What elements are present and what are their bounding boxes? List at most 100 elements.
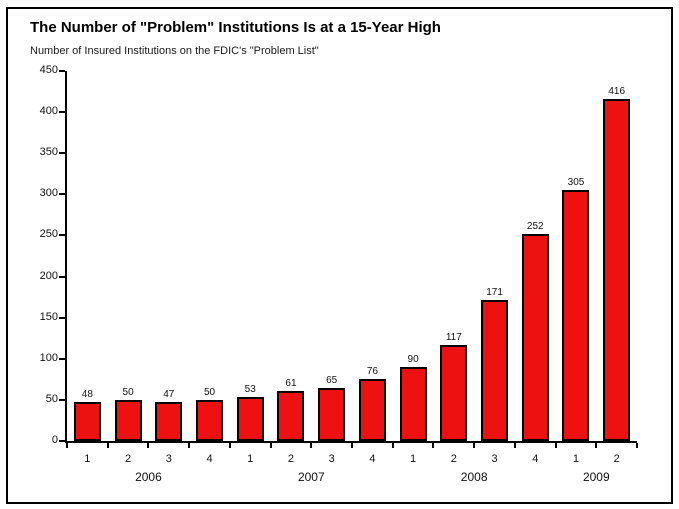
bar-slot: 61 xyxy=(271,71,312,441)
bar xyxy=(196,400,224,441)
x-tick xyxy=(595,443,598,448)
x-tick xyxy=(636,443,638,448)
y-tick-label: 150 xyxy=(39,310,58,323)
bar-slot: 76 xyxy=(352,71,393,441)
bar-slot: 305 xyxy=(556,71,597,441)
x-tick xyxy=(269,443,272,448)
x-tick-label-quarter: 4 xyxy=(369,453,376,465)
bar-slot: 117 xyxy=(433,71,474,441)
x-tick-label-quarter: 2 xyxy=(287,453,295,465)
bar xyxy=(521,234,549,441)
x-tick-label-quarter: 4 xyxy=(532,453,539,465)
x-tick xyxy=(473,443,476,448)
y-tick xyxy=(59,275,65,278)
y-tick-label: 250 xyxy=(39,228,58,241)
x-tick xyxy=(432,443,435,448)
bar-value-label: 53 xyxy=(244,384,256,395)
chart-title: The Number of "Problem" Institutions Is … xyxy=(30,19,441,36)
y-tick xyxy=(59,234,65,237)
x-tick-label-quarter: 4 xyxy=(206,453,213,465)
bar xyxy=(73,402,101,441)
bar-value-label: 305 xyxy=(567,177,585,188)
bar-value-label: 61 xyxy=(285,378,297,389)
x-axis-quarter-labels: 1 2 3 4 1 2 3 4 1 2 3 4 1 2 xyxy=(67,453,637,465)
bar xyxy=(236,397,264,441)
bar-slot: 65 xyxy=(311,71,352,441)
x-tick xyxy=(66,443,68,448)
x-tick-label-year: 2008 xyxy=(460,470,488,484)
bar-value-label: 50 xyxy=(122,387,134,398)
x-tick xyxy=(147,443,150,448)
bar-value-label: 47 xyxy=(163,389,175,400)
bar xyxy=(155,402,183,441)
bar-value-label: 416 xyxy=(608,86,626,97)
bar xyxy=(481,300,509,441)
bar-value-label: 50 xyxy=(203,387,216,398)
y-tick-label: 400 xyxy=(39,105,58,118)
bar-value-label: 252 xyxy=(526,221,544,232)
bar-value-label: 48 xyxy=(81,389,93,400)
y-tick-label: 300 xyxy=(39,187,58,200)
x-tick-label-quarter: 1 xyxy=(572,453,580,465)
bar xyxy=(318,388,346,441)
x-tick-label-quarter: 1 xyxy=(410,453,417,465)
bar xyxy=(603,99,631,441)
bar-value-label: 117 xyxy=(445,332,462,343)
x-tick xyxy=(351,443,353,448)
bar-value-label: 171 xyxy=(486,287,503,298)
x-tick-label-quarter: 1 xyxy=(84,453,91,465)
bar-slot: 47 xyxy=(148,71,189,441)
x-tick-label-quarter: 2 xyxy=(613,453,620,465)
y-tick xyxy=(59,398,65,401)
bar-slot: 416 xyxy=(596,71,637,441)
x-tick xyxy=(391,443,394,448)
x-tick-label-year: 2006 xyxy=(135,470,162,484)
bar-value-label: 90 xyxy=(407,354,419,365)
x-tick-label-quarter: 2 xyxy=(125,453,132,465)
x-tick-label-quarter: 3 xyxy=(165,453,172,465)
chart-subtitle: Number of Insured Institutions on the FD… xyxy=(30,45,319,57)
x-tick xyxy=(310,443,313,448)
bar-value-label: 76 xyxy=(366,366,378,377)
x-tick-label-quarter: 3 xyxy=(328,453,335,465)
y-tick xyxy=(59,357,65,360)
x-tick-label-year: 2007 xyxy=(297,470,325,484)
bar-value-label: 65 xyxy=(326,375,338,386)
plot-area: 48 50 47 50 53 61 65 76 90 117 171 252 305 416 xyxy=(65,71,637,443)
y-tick-label: 50 xyxy=(45,392,58,405)
bar-slot: 171 xyxy=(474,71,515,441)
bar-slot: 53 xyxy=(230,71,271,441)
bar xyxy=(358,379,386,441)
y-tick xyxy=(59,111,65,114)
chart-frame: The Number of "Problem" Institutions Is … xyxy=(6,7,673,504)
x-tick xyxy=(106,443,109,448)
x-tick xyxy=(554,443,557,448)
bar xyxy=(399,367,427,441)
y-tick xyxy=(59,193,65,196)
y-tick-label: 450 xyxy=(39,64,58,76)
y-tick-label: 100 xyxy=(39,351,58,364)
y-tick xyxy=(59,316,65,319)
x-tick xyxy=(228,443,231,448)
x-tick xyxy=(513,443,516,448)
y-tick-label: 200 xyxy=(39,269,58,282)
bar xyxy=(440,345,468,441)
y-tick xyxy=(59,440,65,442)
y-tick-label: 0 xyxy=(51,434,58,446)
y-tick-label: 350 xyxy=(39,146,58,159)
x-tick-label-quarter: 3 xyxy=(491,453,498,465)
bar-slot: 48 xyxy=(67,71,108,441)
y-tick xyxy=(59,152,65,155)
bar-slot: 50 xyxy=(189,71,230,441)
bar-slot: 50 xyxy=(108,71,149,441)
x-axis-year-labels: 2006 2007 2008 2009 xyxy=(67,470,637,484)
bar xyxy=(114,400,142,441)
x-tick-label-quarter: 2 xyxy=(450,453,457,465)
bar xyxy=(562,190,590,441)
bar xyxy=(277,391,305,441)
x-tick xyxy=(188,443,191,448)
x-tick-label-year: 2009 xyxy=(582,470,610,484)
bar-slot: 90 xyxy=(393,71,434,441)
bar-slot: 252 xyxy=(515,71,556,441)
y-tick xyxy=(59,70,65,72)
